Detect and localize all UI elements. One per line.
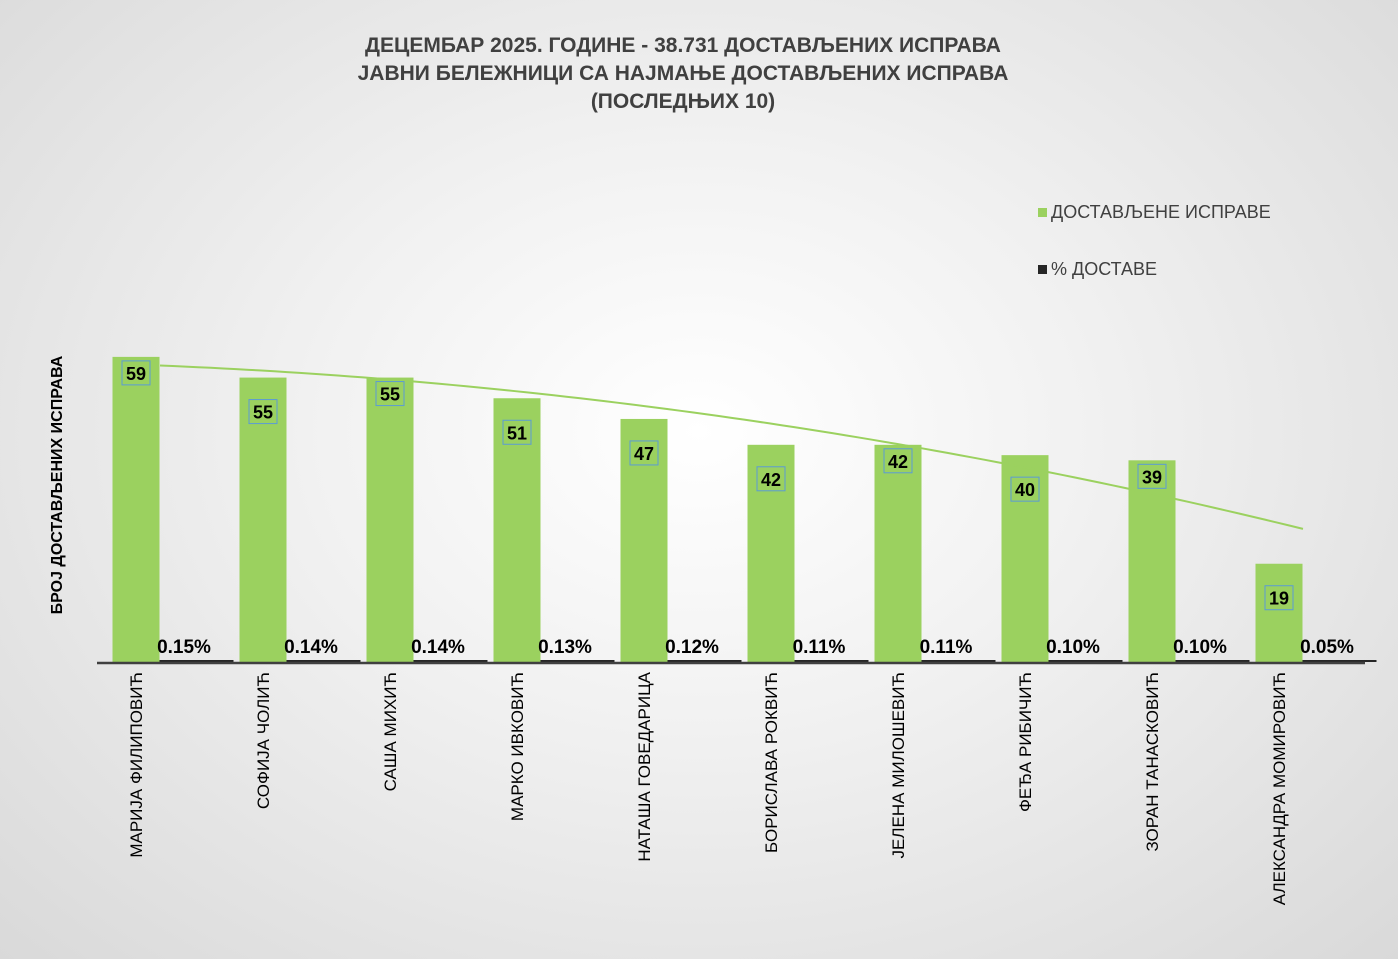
title-line-3: (ПОСЛЕДЊИХ 10) — [590, 90, 776, 113]
percent-bar — [286, 660, 361, 662]
percent-bar — [1302, 660, 1377, 662]
x-tick-label: АЛЕКСАНДРА МОМИРОВИЋ — [1270, 672, 1289, 905]
x-tick-label: МАРКО ИВКОВИЋ — [508, 672, 527, 821]
bar — [1255, 563, 1303, 662]
percent-label: 0.11% — [920, 637, 973, 658]
data-label-box — [756, 466, 786, 492]
legend-swatch-dark — [1038, 265, 1047, 274]
x-tick-label: ФЕЂА РИБИЧИЋ — [1016, 672, 1035, 812]
data-label-box — [502, 419, 532, 445]
percent-bar — [794, 660, 869, 662]
data-label-box — [375, 381, 405, 407]
data-label: 40 — [1015, 480, 1035, 500]
data-label: 55 — [380, 385, 400, 405]
data-label-box — [883, 448, 913, 474]
percent-bar — [159, 660, 234, 662]
bar — [366, 377, 414, 662]
x-tick-label: СОФИЈА ЧОЛИЋ — [254, 672, 273, 809]
percent-label: 0.13% — [538, 637, 592, 658]
x-tick-label: НАТАША ГОВЕДАРИЦА — [635, 671, 654, 861]
data-label: 59 — [126, 364, 146, 384]
x-tick-label: МАРИЈА ФИЛИПОВИЋ — [127, 672, 146, 858]
data-label: 19 — [1269, 589, 1289, 609]
data-label: 51 — [507, 423, 527, 443]
percent-label: 0.10% — [1173, 637, 1227, 658]
percent-label: 0.11% — [793, 637, 846, 658]
data-label: 39 — [1142, 467, 1162, 487]
bar — [493, 398, 541, 662]
x-tick-label: БОРИСЛАВА РОКВИЋ — [762, 672, 781, 853]
bar — [747, 444, 795, 662]
legend-swatch-green — [1038, 208, 1047, 217]
title-line-1: ДЕЦЕМБАР 2025. ГОДИНЕ - 38.731 ДОСТАВЉЕН… — [365, 34, 1001, 57]
x-tick-label: ЈЕЛЕНА МИЛОШЕВИЋ — [889, 672, 908, 858]
legend-label: % ДОСТАВЕ — [1051, 259, 1158, 279]
data-label-box — [1137, 463, 1167, 489]
x-tick-label: САША МИХИЋ — [381, 672, 400, 791]
data-label-box — [1264, 585, 1294, 611]
percent-label: 0.10% — [1046, 637, 1100, 658]
percent-bar — [1048, 660, 1123, 662]
data-label: 42 — [888, 452, 908, 472]
percent-label: 0.05% — [1300, 637, 1354, 658]
title-line-2: ЈАВНИ БЕЛЕЖНИЦИ СА НАЈМАЊЕ ДОСТАВЉЕНИХ И… — [357, 62, 1009, 85]
legend-item-percent: % ДОСТАВЕ — [1038, 259, 1157, 280]
percent-bar — [921, 660, 996, 662]
legend-item-delivered: ДОСТАВЉЕНЕ ИСПРАВЕ — [1038, 202, 1271, 223]
data-label-box — [248, 399, 278, 425]
data-label-box — [1010, 476, 1040, 502]
data-label: 55 — [253, 403, 273, 423]
percent-label: 0.12% — [665, 637, 719, 658]
percent-label: 0.14% — [284, 637, 338, 658]
legend-label: ДОСТАВЉЕНЕ ИСПРАВЕ — [1051, 202, 1271, 222]
x-tick-label: ЗОРАН ТАНАСКОВИЋ — [1143, 672, 1162, 852]
bar — [620, 418, 668, 662]
bar — [874, 444, 922, 662]
data-label: 47 — [634, 444, 654, 464]
bar — [239, 377, 287, 662]
bar — [112, 356, 160, 662]
data-label-box — [629, 440, 659, 466]
percent-bar — [413, 660, 488, 662]
percent-bar — [1175, 660, 1250, 662]
percent-label: 0.15% — [157, 637, 211, 658]
percent-bar — [540, 660, 615, 662]
percent-bar — [667, 660, 742, 662]
data-label-box — [121, 360, 151, 386]
bar — [1001, 455, 1049, 662]
data-label: 42 — [761, 470, 781, 490]
chart-title: ДЕЦЕМБАР 2025. ГОДИНЕ - 38.731 ДОСТАВЉЕН… — [0, 32, 1366, 116]
trendline — [159, 364, 1304, 530]
percent-label: 0.14% — [411, 637, 465, 658]
